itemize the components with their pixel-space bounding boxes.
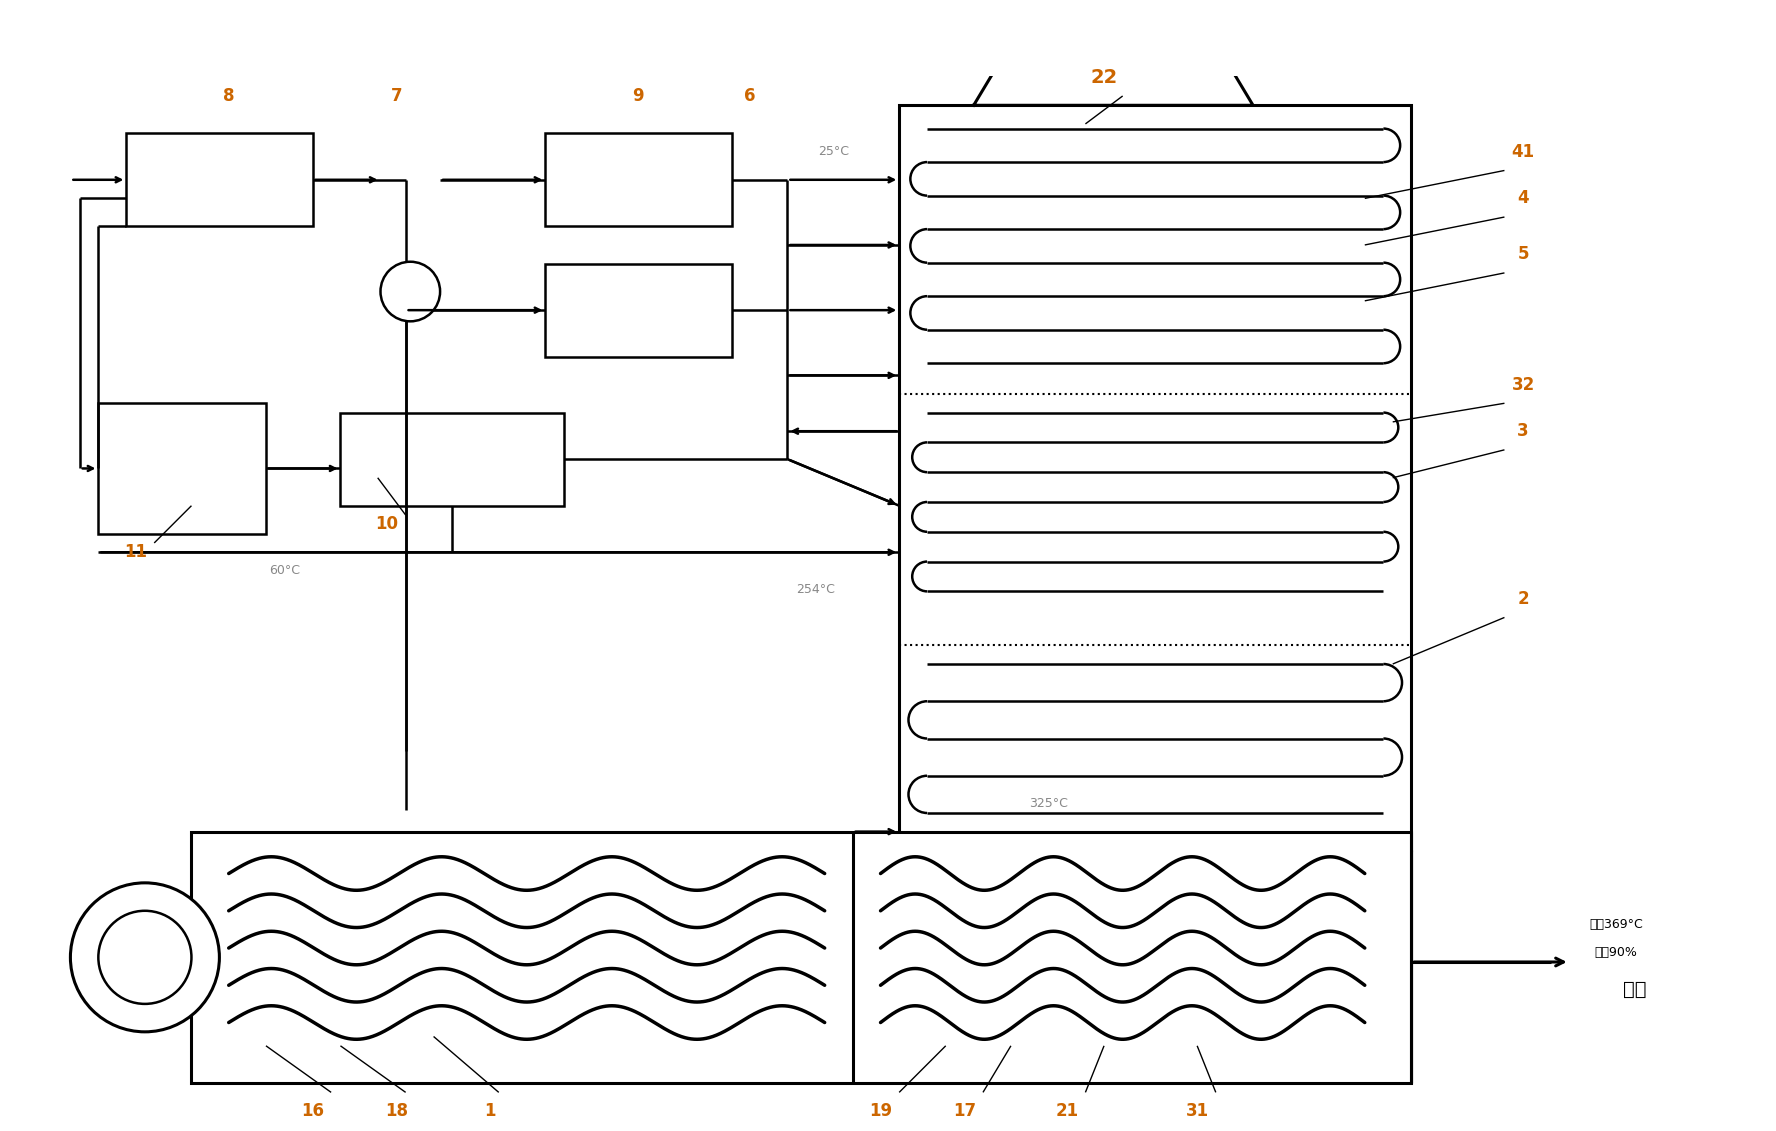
Text: 8: 8 [224,87,234,105]
Text: 19: 19 [868,1102,892,1120]
Bar [126,133,313,226]
Text: 5: 5 [1517,245,1529,264]
Text: 2: 2 [1517,590,1529,607]
Text: 4: 4 [1517,189,1529,207]
Text: 9: 9 [632,87,645,105]
Text: 325°C: 325°C [1028,797,1067,810]
Bar [545,264,732,356]
Text: 21: 21 [1055,1102,1078,1120]
Text: 7: 7 [391,87,401,105]
Text: 25°C: 25°C [819,146,849,158]
Bar [98,404,266,534]
Text: 254°C: 254°C [796,582,835,596]
Text: 17: 17 [952,1102,977,1120]
Text: 11: 11 [124,543,147,561]
Text: 温度369°C: 温度369°C [1590,918,1643,931]
Text: 干度90%: 干度90% [1595,947,1637,959]
Text: 6: 6 [744,87,757,105]
Text: 注汽: 注汽 [1623,981,1646,1000]
Bar [899,105,1412,851]
Text: 60°C: 60°C [270,564,300,578]
Text: 41: 41 [1511,143,1534,161]
Text: 10: 10 [375,516,398,534]
Text: 31: 31 [1186,1102,1209,1120]
Bar [192,831,1412,1083]
Circle shape [71,883,220,1031]
Text: 16: 16 [300,1102,323,1120]
Polygon shape [973,12,1254,105]
Bar [545,133,732,226]
Circle shape [98,910,192,1004]
Text: 18: 18 [385,1102,408,1120]
Circle shape [380,261,440,321]
Text: 1: 1 [483,1102,496,1120]
Text: 22: 22 [1090,68,1117,87]
Text: 32: 32 [1511,375,1534,394]
Bar [341,413,565,506]
Text: 3: 3 [1517,422,1529,440]
